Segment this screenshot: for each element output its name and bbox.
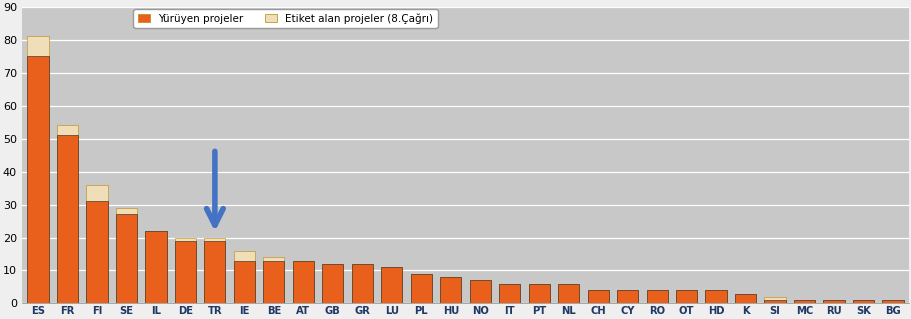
Bar [381, 267, 402, 303]
Bar [498, 284, 520, 303]
Bar [322, 264, 343, 303]
Bar [558, 284, 578, 303]
Bar [823, 300, 844, 303]
Bar [734, 293, 755, 303]
Bar [27, 56, 48, 303]
Bar [145, 231, 167, 303]
Bar [233, 261, 255, 303]
Bar [233, 251, 255, 303]
Legend: Yürüyen projeler, Etiket alan projeler (8.Çağrı): Yürüyen projeler, Etiket alan projeler (… [133, 9, 437, 28]
Bar [410, 274, 432, 303]
Bar [145, 231, 167, 303]
Bar [558, 284, 578, 303]
Bar [646, 290, 667, 303]
Bar [469, 280, 490, 303]
Bar [882, 300, 903, 303]
Bar [528, 284, 549, 303]
Bar [204, 238, 225, 303]
Bar [617, 290, 638, 303]
Bar [352, 264, 373, 303]
Bar [87, 201, 107, 303]
Bar [675, 290, 697, 303]
Bar [498, 284, 520, 303]
Bar [852, 300, 873, 303]
Bar [587, 290, 609, 303]
Bar [793, 300, 814, 303]
Bar [646, 290, 667, 303]
Bar [587, 290, 609, 303]
Bar [793, 300, 814, 303]
Bar [263, 257, 284, 303]
Bar [381, 267, 402, 303]
Bar [263, 261, 284, 303]
Bar [322, 264, 343, 303]
Bar [56, 125, 78, 303]
Bar [292, 261, 313, 303]
Bar [352, 264, 373, 303]
Bar [175, 241, 196, 303]
Bar [823, 300, 844, 303]
Bar [705, 290, 726, 303]
Bar [56, 135, 78, 303]
Bar [852, 300, 873, 303]
Bar [617, 290, 638, 303]
Bar [27, 36, 48, 303]
Bar [116, 208, 137, 303]
Bar [734, 293, 755, 303]
Bar [705, 290, 726, 303]
Bar [87, 185, 107, 303]
Bar [204, 241, 225, 303]
Bar [292, 261, 313, 303]
Bar [675, 290, 697, 303]
Bar [440, 277, 461, 303]
Bar [469, 280, 490, 303]
Bar [440, 277, 461, 303]
Bar [882, 300, 903, 303]
Bar [763, 297, 784, 303]
Bar [175, 238, 196, 303]
Bar [763, 300, 784, 303]
Bar [410, 274, 432, 303]
Bar [528, 284, 549, 303]
Bar [116, 214, 137, 303]
